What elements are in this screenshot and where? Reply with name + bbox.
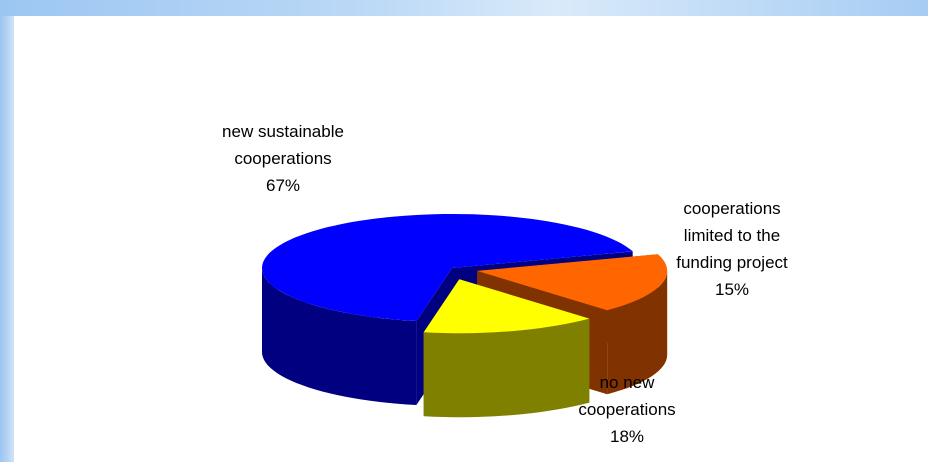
slice-label-line: limited to the — [683, 226, 781, 245]
slice-side-outer — [423, 318, 590, 418]
slice-percent: 67% — [265, 176, 301, 195]
slice-percent: 15% — [714, 280, 750, 299]
slice-label-line: cooperations — [578, 400, 676, 419]
pie-slice-cooperations-limited-to-the-funding-project — [423, 279, 590, 334]
slice-percent: 18% — [609, 427, 645, 446]
slide-top-band — [0, 0, 928, 16]
slice-label-line: cooperations — [234, 149, 332, 168]
pie-slice-no-new-cooperations — [477, 254, 668, 311]
slice-label-line: cooperations — [683, 199, 781, 218]
slice-label-new-sustainable: new sustainable cooperations 67% — [168, 118, 398, 199]
slide-left-band — [0, 0, 14, 462]
slice-label-line: funding project — [676, 253, 788, 272]
slice-side-outer — [262, 268, 417, 405]
pie-slice-new-sustainable-cooperations — [262, 214, 633, 321]
slice-side-outer — [607, 270, 668, 395]
slice-label-line: new sustainable — [222, 122, 344, 141]
slice-label-limited-to-funding: cooperations limited to the funding proj… — [637, 195, 827, 303]
slice-label-line: no new — [599, 373, 655, 392]
slice-label-no-new: no new cooperations 18% — [537, 369, 717, 450]
